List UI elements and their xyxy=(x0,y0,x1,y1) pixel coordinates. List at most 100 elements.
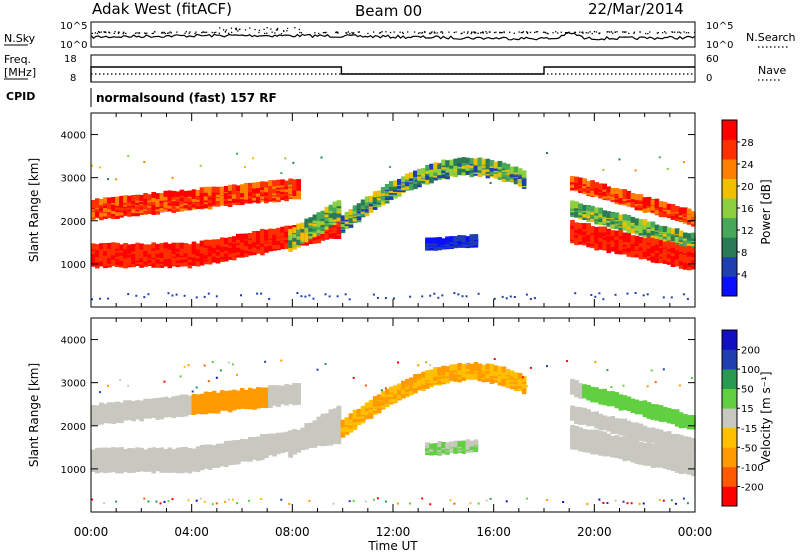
heatmap-cell xyxy=(167,243,173,250)
heatmap-cell xyxy=(570,405,575,412)
heatmap-cell xyxy=(203,453,209,459)
heatmap-speckle xyxy=(602,298,605,301)
heatmap-cell xyxy=(171,466,177,473)
heatmap-speckle xyxy=(280,359,283,362)
heatmap-cell xyxy=(276,438,281,445)
nsky-point xyxy=(639,31,641,33)
heatmap-cell xyxy=(578,427,583,434)
heatmap-cell xyxy=(272,450,277,457)
nsky-point xyxy=(270,28,272,30)
heatmap-cell xyxy=(195,457,201,464)
heatmap-cell xyxy=(634,194,640,201)
heatmap-cell xyxy=(107,246,112,253)
heatmap-cell xyxy=(227,443,233,450)
heatmap-cell xyxy=(264,229,269,236)
heatmap-cell xyxy=(336,426,342,433)
heatmap-speckle xyxy=(171,498,174,501)
heatmap-speckle xyxy=(219,369,222,372)
heatmap-cell xyxy=(135,400,140,407)
heatmap-cell xyxy=(590,237,595,244)
heatmap-cell xyxy=(384,394,390,400)
heatmap-cell xyxy=(288,445,293,452)
heatmap-speckle xyxy=(666,168,669,170)
heatmap-cell xyxy=(155,208,160,215)
heatmap-cell xyxy=(662,254,668,261)
heatmap-cell xyxy=(280,179,285,186)
nsky-point xyxy=(144,32,147,35)
nsky-point xyxy=(585,32,587,34)
heatmap-cell xyxy=(127,259,132,266)
heatmap-cell xyxy=(236,185,241,192)
nsky-point xyxy=(521,31,524,34)
heatmap-cell xyxy=(437,237,442,244)
nsky-point xyxy=(380,32,382,34)
nsky-point xyxy=(286,27,289,30)
nsky-point xyxy=(322,32,325,34)
heatmap-speckle xyxy=(163,500,166,503)
heatmap-cell xyxy=(159,461,165,468)
colorbar-swatch xyxy=(722,276,737,297)
heatmap-cell xyxy=(264,181,269,188)
heatmap-speckle xyxy=(376,296,379,299)
nsky-point xyxy=(685,32,688,34)
heatmap-cell xyxy=(139,400,144,407)
heatmap-cell xyxy=(227,394,233,401)
heatmap-cell xyxy=(171,457,177,464)
heatmap-cell xyxy=(159,413,165,420)
heatmap-cell xyxy=(163,461,169,468)
nsky-point xyxy=(503,31,505,34)
heatmap-cell xyxy=(308,238,313,245)
heatmap-cell xyxy=(384,388,390,395)
heatmap-cell xyxy=(199,454,205,460)
heatmap-cell xyxy=(240,184,245,191)
nsky-point xyxy=(535,31,537,33)
heatmap-cell xyxy=(268,184,273,191)
freq-tick-top: 18 xyxy=(64,54,77,65)
heatmap-cell xyxy=(457,160,462,167)
heatmap-cell xyxy=(260,454,265,460)
nsky-point xyxy=(407,31,409,33)
nsky-point xyxy=(337,32,339,34)
heatmap-cell xyxy=(175,245,181,252)
nsky-point xyxy=(628,32,630,34)
heatmap-cell xyxy=(578,432,583,439)
heatmap-speckle xyxy=(203,500,206,503)
heatmap-cell xyxy=(360,405,366,412)
heatmap-cell xyxy=(582,446,587,453)
nsky-point xyxy=(399,31,401,33)
heatmap-cell xyxy=(131,195,136,201)
nsky-point xyxy=(389,31,392,34)
nsky-point xyxy=(616,31,618,33)
heatmap-cell xyxy=(268,244,273,251)
heatmap-cell xyxy=(493,161,499,168)
nsky-point xyxy=(656,32,658,34)
heatmap-cell xyxy=(670,261,676,267)
heatmap-cell xyxy=(368,206,374,213)
heatmap-cell xyxy=(203,194,209,201)
heatmap-cell xyxy=(151,192,156,198)
heatmap-cell xyxy=(284,384,289,391)
heatmap-cell xyxy=(115,401,120,408)
heatmap-cell xyxy=(602,388,607,395)
heatmap-cell xyxy=(163,396,169,403)
heatmap-cell xyxy=(199,445,205,451)
heatmap-cell xyxy=(111,451,116,458)
heatmap-cell xyxy=(276,227,281,234)
heatmap-cell xyxy=(469,363,475,370)
heatmap-cell xyxy=(296,223,301,230)
heatmap-cell xyxy=(223,190,229,197)
heatmap-cell xyxy=(99,210,104,217)
nsky-point xyxy=(225,29,227,31)
heatmap-cell xyxy=(155,397,160,404)
nsky-point xyxy=(582,31,584,33)
nsky-point xyxy=(136,32,138,34)
heatmap-cell xyxy=(103,447,108,454)
heatmap-cell xyxy=(469,158,475,165)
heatmap-cell xyxy=(191,464,197,471)
heatmap-cell xyxy=(175,407,181,414)
heatmap-speckle xyxy=(380,389,383,392)
heatmap-cell xyxy=(509,166,515,173)
nsky-point xyxy=(526,31,529,33)
nsky-point xyxy=(161,32,163,34)
heatmap-cell xyxy=(594,226,599,233)
